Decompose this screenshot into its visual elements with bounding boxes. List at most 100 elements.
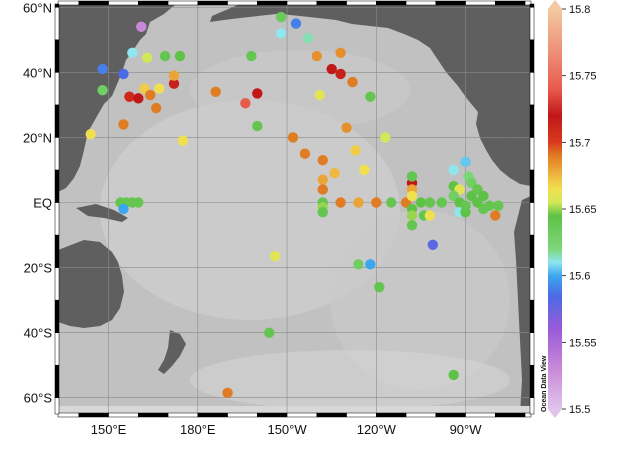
frame-tick-right [529, 7, 535, 41]
station-dot [359, 164, 370, 176]
station-markers [85, 11, 504, 399]
latitude-label: 40°N [23, 65, 52, 80]
longitude-label: 120°W [357, 422, 397, 437]
station-dot [177, 135, 189, 146]
frame-tick-right [529, 202, 535, 236]
frame-tick-bottom [435, 412, 466, 418]
frame-tick-top [167, 0, 199, 6]
frame-tick-bottom [286, 412, 318, 418]
station-dot [448, 164, 459, 176]
station-dot [350, 145, 361, 156]
colorbar-label: 15.65 [569, 204, 597, 216]
station-dot [222, 387, 233, 399]
station-dot [168, 78, 180, 89]
asia-landmass [58, 4, 176, 192]
frame-tick-bottom [227, 412, 258, 418]
frame-tick-left [54, 202, 60, 236]
station-dot [460, 200, 471, 211]
colorbar-label: 15.7 [569, 137, 590, 149]
frame-tick-top [108, 0, 139, 6]
frame-tick-right [529, 169, 535, 203]
station-dot [97, 63, 108, 75]
frame-tick-top [316, 0, 347, 6]
frame-tick-bottom [465, 412, 496, 418]
frame-tick-top [346, 0, 377, 6]
latitude-label: 40°S [24, 326, 53, 341]
latitude-label: 60°N [23, 0, 52, 15]
station-dot [478, 190, 489, 202]
station-dot [448, 369, 459, 381]
station-dot [385, 197, 397, 208]
frame-tick-top [257, 0, 288, 6]
colorbar-label: 15.75 [569, 71, 597, 83]
station-dot [427, 239, 439, 250]
frame-tick-left [54, 39, 60, 73]
station-dot [406, 210, 418, 221]
station-dot [317, 184, 328, 195]
frame-tick-bottom [346, 412, 377, 418]
station-dot [252, 120, 263, 132]
station-dot [142, 52, 153, 63]
longitude-label: 90°W [450, 422, 483, 437]
frame-tick-bottom [257, 412, 288, 418]
frame-tick-right [529, 397, 535, 415]
frame-tick-bottom [524, 412, 532, 418]
latitude-label: 20°S [24, 261, 53, 276]
longitude-label: 150°W [267, 422, 307, 437]
station-dot [341, 122, 352, 133]
station-dot [269, 250, 281, 262]
station-dot [299, 148, 311, 159]
frame-tick-top [376, 0, 407, 6]
longitude-labels: 150°E 180°E 150°W 120°W 90°W [91, 422, 482, 437]
colorbar-bottom-cap [548, 409, 562, 418]
station-dot [240, 98, 251, 109]
alaska-peninsula [210, 4, 300, 22]
colorbar-ramp [548, 9, 562, 409]
colorbar-label: 15.5 [569, 404, 590, 416]
latitude-label: 60°S [24, 391, 53, 406]
colorbar: 15.8 15.75 15.7 15.65 15.6 15.55 15.5 Ocean Da… [541, 0, 597, 418]
frame-tick-left [54, 104, 60, 138]
station-dot [380, 132, 391, 143]
station-dot [150, 102, 162, 114]
bathymetry-patch [100, 100, 400, 320]
colorbar-labels: 15.8 15.75 15.7 15.65 15.6 15.55 15.5 [569, 4, 597, 416]
colorbar-ticks [562, 8, 566, 410]
frame-tick-right [529, 3, 535, 8]
station-dot [365, 91, 376, 102]
station-dot [365, 259, 376, 270]
station-dot [127, 47, 138, 59]
station-dot [168, 70, 180, 81]
frame-tick-right [529, 267, 535, 301]
station-dot [374, 281, 385, 293]
frame-tick-left [54, 267, 60, 301]
station-dot [290, 18, 302, 29]
frame-tick-right [529, 39, 535, 73]
colorbar-label: 15.55 [569, 337, 597, 349]
frame-tick-bottom [495, 412, 526, 418]
frame-tick-right [529, 364, 535, 398]
station-dot [287, 132, 299, 143]
station-dot [329, 168, 340, 179]
colorbar-label: 15.8 [569, 4, 590, 16]
frame-tick-bottom [316, 412, 347, 418]
station-dot [174, 50, 186, 62]
frame-tick-left [54, 299, 60, 333]
longitude-label: 150°E [91, 422, 127, 437]
latitude-labels: 60°N 40°N 20°N EQ 20°S 40°S 60°S [23, 0, 52, 405]
new-zealand [158, 330, 186, 374]
station-dot [210, 86, 221, 98]
bathymetry-patch [190, 50, 410, 130]
frame-tick-top [524, 0, 532, 6]
frame-tick-top [197, 0, 228, 6]
new-guinea [76, 204, 128, 222]
frame-tick-right [529, 104, 535, 138]
station-dot [153, 83, 165, 94]
station-dot [406, 190, 418, 202]
station-dot [335, 197, 346, 208]
station-dot [159, 50, 171, 62]
frame-tick-bars [54, 0, 535, 418]
station-dot [353, 197, 364, 208]
central-america [476, 112, 531, 186]
